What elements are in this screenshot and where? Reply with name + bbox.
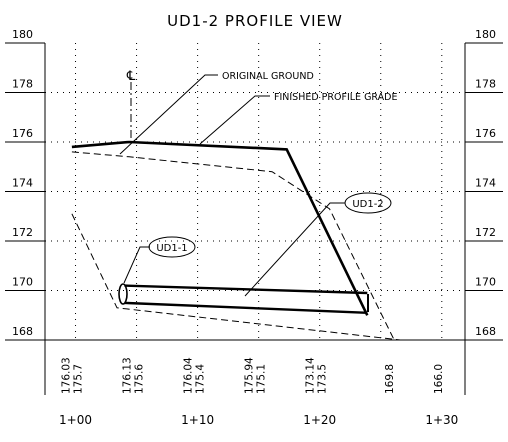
station-label: 173.14	[305, 357, 317, 394]
y-tick-label: 168	[475, 325, 496, 338]
annotation: UD1-2	[352, 199, 383, 210]
leader	[199, 95, 270, 145]
y-tick-label: 168	[12, 325, 33, 338]
leader	[244, 202, 345, 297]
y-tick-label: 180	[12, 28, 33, 41]
bubble	[344, 192, 392, 214]
station-label: 176.04	[183, 357, 195, 394]
y-tick-label: 180	[475, 28, 496, 41]
y-tick-label: 178	[475, 78, 496, 91]
series-line	[124, 301, 368, 314]
station-label: 175.94	[244, 357, 256, 394]
x-tick-label: 1+30	[425, 413, 458, 427]
y-tick-label: 178	[12, 78, 33, 91]
annotation: ORIGINAL GROUND	[222, 71, 314, 82]
leaders	[118, 74, 392, 312]
y-tick-label: 172	[475, 226, 496, 239]
y-tick-label: 174	[12, 177, 33, 190]
leader	[119, 74, 218, 155]
station-label: 166.0	[433, 364, 445, 394]
y-tick-label: 172	[12, 226, 33, 239]
bubble	[148, 236, 196, 258]
pipe-end	[118, 283, 128, 305]
station-label: 176.13	[122, 357, 134, 394]
chart-title: UD1-2 PROFILE VIEW	[167, 12, 343, 30]
y-tick-label: 176	[12, 127, 33, 140]
series-line	[124, 284, 368, 295]
station-label: 173.5	[317, 364, 329, 394]
annotation: UD1-1	[156, 243, 187, 254]
y-tick-label: 176	[475, 127, 496, 140]
x-tick-label: 1+10	[181, 413, 214, 427]
y-tick-label: 170	[475, 276, 496, 289]
station-label: 175.1	[256, 364, 268, 394]
x-tick-label: 1+00	[59, 413, 92, 427]
centerline-label: ℄	[126, 69, 136, 84]
station-label: 175.4	[195, 364, 207, 394]
series-line	[71, 213, 401, 341]
station-label: 176.03	[61, 357, 73, 394]
annotation: FINISHED PROFILE GRADE	[274, 92, 397, 103]
station-label: 175.6	[134, 364, 146, 394]
y-tick-label: 170	[12, 276, 33, 289]
x-tick-label: 1+20	[303, 413, 336, 427]
series-line	[71, 140, 369, 316]
station-label: 175.7	[73, 364, 85, 394]
station-label: 169.8	[384, 364, 396, 394]
leader	[123, 246, 150, 284]
y-tick-label: 174	[475, 177, 496, 190]
series-line	[71, 151, 395, 341]
